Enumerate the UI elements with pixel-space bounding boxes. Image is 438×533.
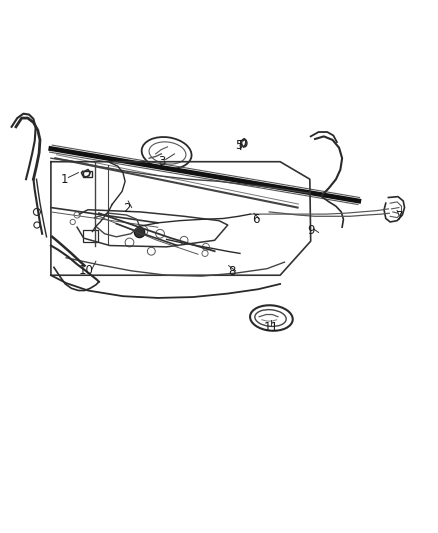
Circle shape — [134, 227, 145, 238]
Text: 8: 8 — [228, 265, 236, 278]
Text: 10: 10 — [78, 264, 93, 277]
Text: 7: 7 — [396, 210, 404, 223]
Text: 6: 6 — [252, 213, 260, 226]
Text: 9: 9 — [307, 224, 314, 237]
Text: 11: 11 — [264, 321, 279, 334]
Text: 1: 1 — [60, 173, 68, 185]
Text: 5: 5 — [235, 139, 242, 151]
Text: 2: 2 — [124, 203, 131, 215]
Text: 3: 3 — [159, 155, 166, 168]
